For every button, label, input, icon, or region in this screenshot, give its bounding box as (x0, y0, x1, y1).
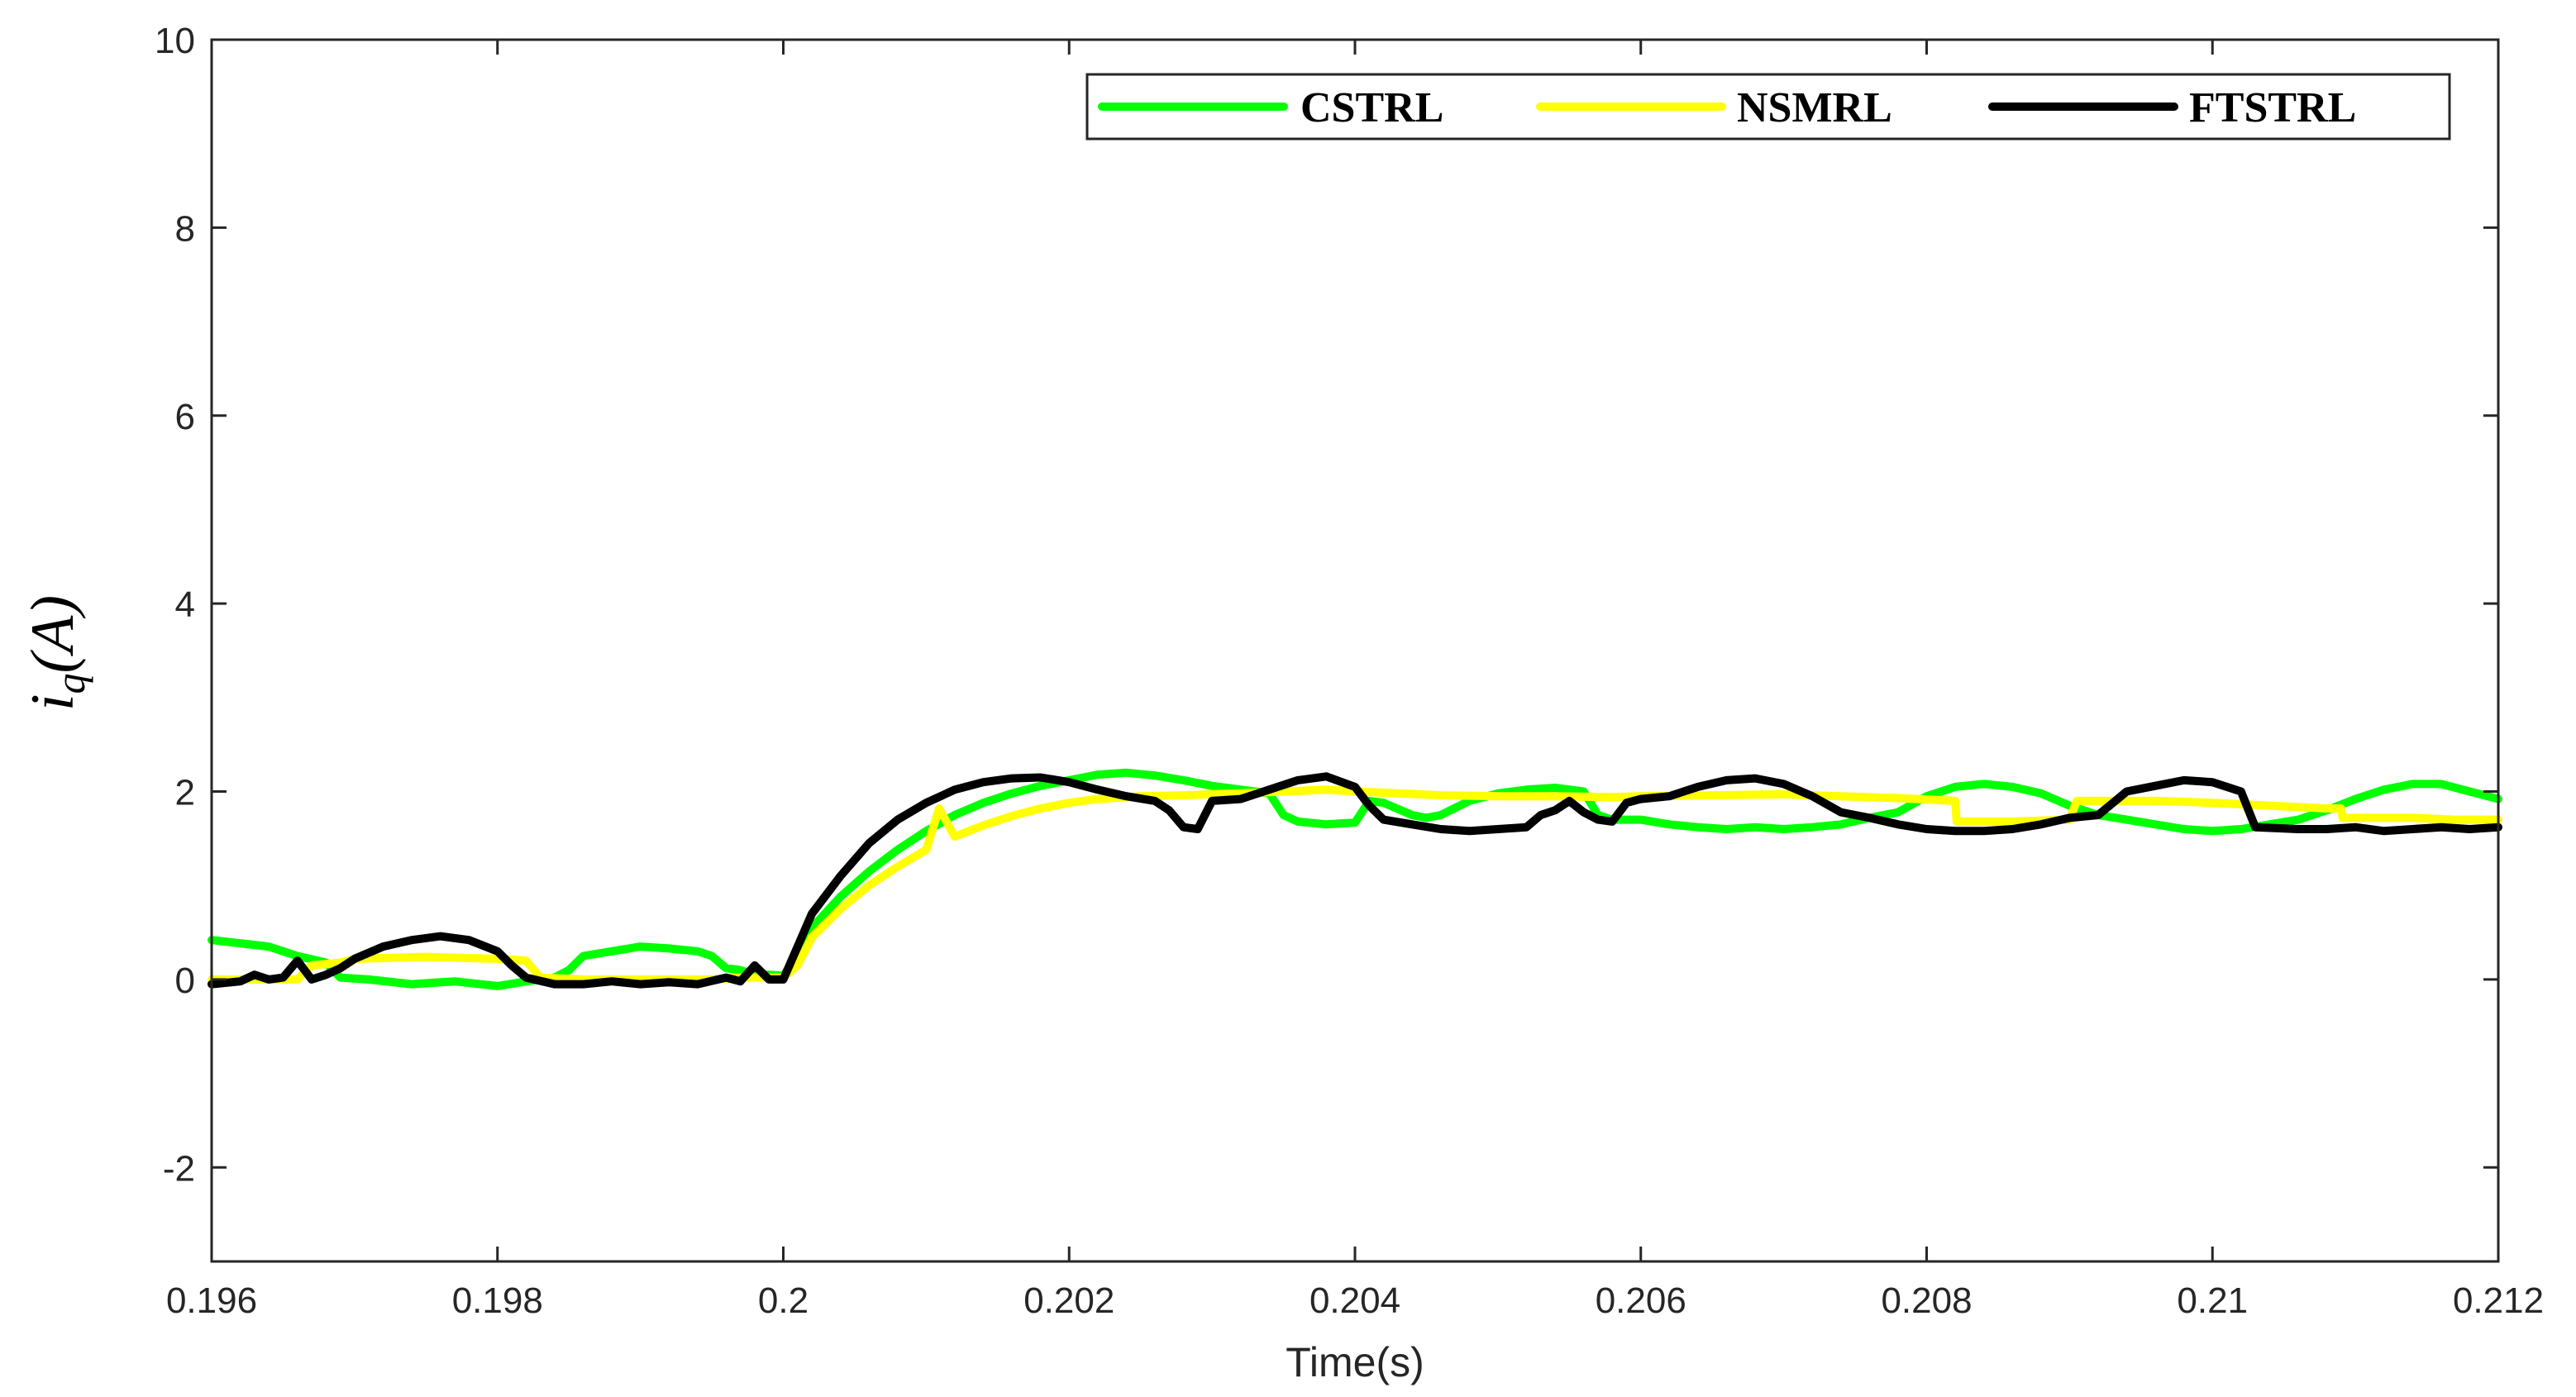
x-tick-label-8: 0.212 (2453, 1280, 2544, 1321)
x-tick-label-5: 0.206 (1596, 1280, 1686, 1321)
x-axis-ticks: 0.196 0.198 0.2 0.202 0.204 0.206 0.208 0.21 0.2… (166, 40, 2544, 1321)
y-tick-label-1: 0 (175, 961, 195, 1001)
plot-area (212, 40, 2498, 1261)
legend-label-ftstrl: FTSTRL (2189, 84, 2356, 131)
legend-label-nsmrl: NSMRL (1737, 84, 1892, 131)
y-tick-label-6: 10 (155, 21, 195, 61)
legend: CSTRL NSMRL FTSTRL (1085, 73, 2451, 141)
series-line-ftstrl (208, 772, 2502, 989)
x-tick-label-2: 0.2 (758, 1280, 809, 1321)
y-tick-label-2: 2 (175, 773, 195, 813)
y-axis-ticks: -2 0 2 4 6 8 10 (155, 21, 2498, 1189)
x-tick-label-3: 0.202 (1023, 1280, 1114, 1321)
x-axis-label: Time(s) (1286, 1339, 1424, 1385)
series-line-cstrl (208, 768, 2502, 990)
y-axis-label-main: i (19, 694, 87, 711)
y-tick-label-5: 8 (175, 208, 195, 249)
y-axis-label: iq(A) (19, 595, 93, 711)
series-layer (208, 768, 2502, 990)
y-tick-label-3: 4 (175, 584, 195, 625)
y-axis-label-suffix: (A) (19, 595, 87, 674)
y-tick-label-4: 6 (175, 397, 195, 437)
legend-label-cstrl: CSTRL (1300, 84, 1443, 131)
x-tick-label-4: 0.204 (1309, 1280, 1400, 1321)
x-tick-label-6: 0.208 (1881, 1280, 1972, 1321)
y-tick-label-0: -2 (163, 1148, 195, 1189)
x-tick-label-1: 0.198 (452, 1280, 543, 1321)
y-axis-label-sub: q (47, 673, 93, 694)
x-tick-label-7: 0.21 (2177, 1280, 2248, 1321)
legend-box (1085, 73, 2451, 141)
x-tick-label-0: 0.196 (166, 1280, 257, 1321)
